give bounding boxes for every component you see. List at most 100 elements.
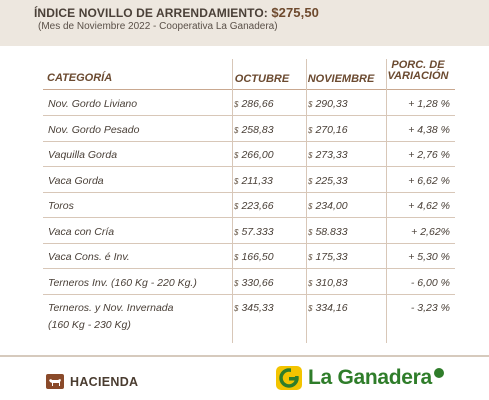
row-october-value: $223,66 xyxy=(234,200,298,212)
cow-icon xyxy=(46,374,64,389)
price-value: 57.333 xyxy=(241,225,274,238)
currency-symbol: $ xyxy=(234,125,239,135)
row-november-value: $175,33 xyxy=(308,251,378,263)
row-november-value: $334,16 xyxy=(308,302,378,314)
row-variation: + 4,38 % xyxy=(408,123,450,136)
column-header-october: OCTUBRE xyxy=(234,73,290,85)
row-category-text: Terneros. y Nov. Invernada xyxy=(48,302,174,314)
currency-symbol: $ xyxy=(234,304,239,313)
price-value: 175,33 xyxy=(315,251,348,263)
price-value: 345,33 xyxy=(241,302,274,314)
price-value: 211,33 xyxy=(241,174,273,187)
currency-symbol: $ xyxy=(308,227,313,237)
row-november-value: $234,00 xyxy=(308,200,378,212)
brand-badge-icon xyxy=(433,368,444,378)
table-row: Vaquilla Gorda $266,00 $273,33 + 2,76 % xyxy=(43,142,455,167)
row-category: Vaca con Cría xyxy=(48,226,114,238)
price-value: 166,50 xyxy=(241,251,274,263)
page-subtitle: (Mes de Noviembre 2022 - Cooperativa La … xyxy=(38,21,278,32)
row-variation: + 4,62 % xyxy=(408,200,450,212)
page-title: ÍNDICE NOVILLO DE ARRENDAMIENTO: $275,50 xyxy=(34,5,319,20)
row-category: Toros xyxy=(48,200,74,212)
price-value: 234,00 xyxy=(315,200,348,212)
title-value: $275,50 xyxy=(271,5,320,20)
price-value: 258,83 xyxy=(241,123,274,136)
footer-divider xyxy=(0,355,489,357)
header-divider xyxy=(43,89,455,90)
table-row: Vaca Cons. é Inv. $166,50 $175,33 + 5,30 % xyxy=(43,244,455,269)
row-category: Vaquilla Gorda xyxy=(48,149,117,161)
variation-header-line1: PORC. DE xyxy=(391,59,445,71)
brand-logo: La Ganadera xyxy=(276,366,444,390)
row-variation: + 6,62 % xyxy=(408,174,450,187)
currency-symbol: $ xyxy=(308,278,313,288)
row-variation: + 2,76 % xyxy=(408,149,450,161)
price-value: 334,16 xyxy=(315,302,348,314)
table-row: Nov. Gordo Pesado $258,83 $270,16 + 4,38 % xyxy=(43,117,455,142)
price-value: 266,00 xyxy=(241,149,274,161)
column-divider xyxy=(232,59,233,343)
price-value: 225,33 xyxy=(315,174,348,187)
currency-symbol: $ xyxy=(234,278,239,288)
row-category-text: Terneros Inv. (160 Kg - 220 Kg.) xyxy=(48,276,197,289)
row-october-value: $57.333 xyxy=(234,226,298,238)
row-october-value: $211,33 xyxy=(234,175,298,187)
currency-symbol: $ xyxy=(308,176,313,186)
currency-symbol: $ xyxy=(234,227,239,237)
price-value: 290,33 xyxy=(315,98,348,110)
row-october-value: $345,33 xyxy=(234,302,298,314)
title-prefix: ÍNDICE NOVILLO DE ARRENDAMIENTO: xyxy=(34,6,272,20)
currency-symbol: $ xyxy=(308,125,313,135)
table-row: Nov. Gordo Liviano $286,66 $290,33 + 1,28 % xyxy=(43,91,455,116)
row-category: Terneros Inv. (160 Kg - 220 Kg.) xyxy=(48,277,197,289)
variation-header-line2: VARIACIÓN xyxy=(387,70,449,82)
row-november-value: $225,33 xyxy=(308,175,378,187)
row-november-value: $270,16 xyxy=(308,124,378,136)
currency-symbol: $ xyxy=(308,304,313,313)
price-value: 273,33 xyxy=(315,149,348,161)
row-variation: + 1,28 % xyxy=(408,98,450,110)
currency-symbol: $ xyxy=(308,202,313,211)
row-october-value: $258,83 xyxy=(234,124,298,136)
section-tag: HACIENDA xyxy=(46,374,138,389)
column-header-november: NOVIEMBRE xyxy=(307,73,375,85)
currency-symbol: $ xyxy=(308,151,313,160)
row-category: Vaca Gorda xyxy=(48,175,104,187)
row-category-text: Vaquilla Gorda xyxy=(48,149,118,161)
row-november-value: $273,33 xyxy=(308,149,378,161)
row-category-text: Vaca Cons. é Inv. xyxy=(48,251,130,263)
price-value: 310,83 xyxy=(315,276,348,289)
currency-symbol: $ xyxy=(234,176,239,186)
table-row: Toros $223,66 $234,00 + 4,62 % xyxy=(43,193,455,218)
currency-symbol: $ xyxy=(234,253,239,262)
column-header-category: CATEGORÍA xyxy=(47,72,113,84)
section-label: HACIENDA xyxy=(70,374,139,389)
table-row: Vaca con Cría $57.333 $58.833 + 2,62% xyxy=(43,219,455,244)
row-variation: + 2,62% xyxy=(411,225,450,238)
currency-symbol: $ xyxy=(234,151,239,160)
table-row: Terneros. y Nov. Invernada (160 Kg - 230 … xyxy=(43,295,455,335)
row-category-text: Nov. Gordo Liviano xyxy=(48,98,138,110)
price-value: 330,66 xyxy=(241,276,274,289)
row-category-text: Toros xyxy=(48,200,74,212)
row-october-value: $266,00 xyxy=(234,149,298,161)
row-october-value: $166,50 xyxy=(234,251,298,263)
row-category: Terneros. y Nov. Invernada (160 Kg - 230 … xyxy=(48,302,173,331)
price-value: 58.833 xyxy=(315,225,348,238)
row-november-value: $290,33 xyxy=(308,98,378,110)
row-category-text: Vaca con Cría xyxy=(48,225,115,238)
row-october-value: $286,66 xyxy=(234,98,298,110)
currency-symbol: $ xyxy=(234,100,239,109)
row-variation: - 3,23 % xyxy=(410,302,450,314)
column-header-variation: PORC. DE VARIACIÓN xyxy=(383,60,453,82)
column-divider xyxy=(306,59,307,343)
table-row: Terneros Inv. (160 Kg - 220 Kg.) $330,66 $… xyxy=(43,270,455,295)
column-divider xyxy=(386,59,387,343)
table-row: Vaca Gorda $211,33 $225,33 + 6,62 % xyxy=(43,168,455,193)
price-value: 223,66 xyxy=(241,200,274,212)
row-variation: + 5,30 % xyxy=(408,251,450,263)
la-ganadera-g-logo-icon xyxy=(276,366,302,390)
row-category: Nov. Gordo Liviano xyxy=(48,98,137,110)
row-category: Vaca Cons. é Inv. xyxy=(48,251,130,263)
row-category: Nov. Gordo Pesado xyxy=(48,124,139,136)
